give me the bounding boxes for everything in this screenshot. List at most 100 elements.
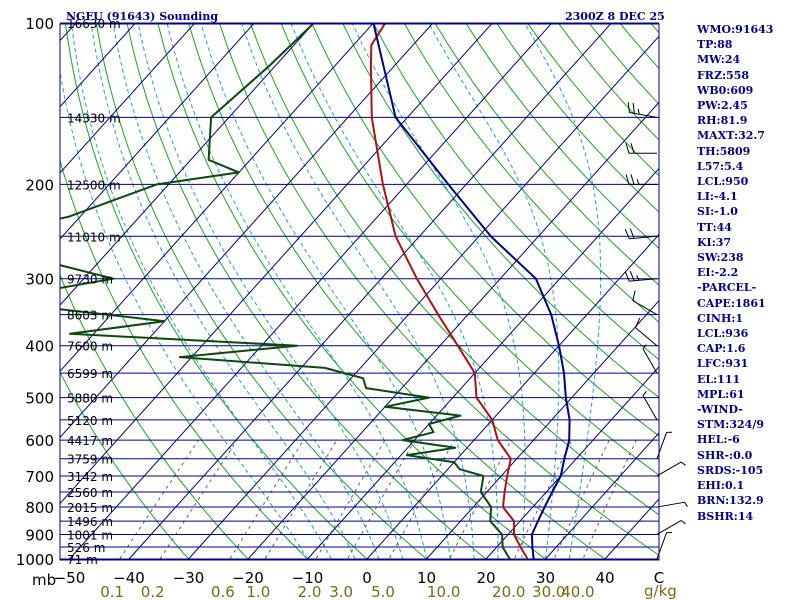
- isotherm: [128, 24, 612, 560]
- wind-barb-staff: [632, 300, 658, 316]
- index-entry: L57:5.4: [697, 159, 744, 173]
- height-labels: 16630 m 14330 m 12500 m 11010 m 9730 m 8603 m…: [67, 17, 121, 567]
- height-label: 526 m: [67, 541, 105, 555]
- chart-title: NGFU (91643) Sounding: [66, 10, 218, 23]
- index-entry: MW:24: [697, 53, 741, 67]
- index-entry: CAP:1.6: [697, 342, 746, 356]
- dry-adiabat: [465, 24, 659, 249]
- index-entry: -PARCEL-: [697, 281, 757, 295]
- wind-barb-flag: [624, 228, 630, 239]
- isotherm: [307, 167, 659, 560]
- parcel-line: [372, 24, 571, 560]
- mixing-ratio-line: [158, 439, 238, 560]
- index-entry: MAXT:32.7: [697, 129, 765, 143]
- temperature-unit-label: C: [654, 569, 664, 587]
- mixing-ratio-tick-label: 0.6: [211, 583, 235, 600]
- wind-barb-staff: [656, 532, 668, 560]
- height-label: 5880 m: [67, 392, 113, 406]
- wind-barb-flag: [629, 270, 635, 281]
- height-label: 11010 m: [67, 230, 121, 244]
- wind-barb-flag: [624, 271, 630, 282]
- wind-barbs: [624, 102, 688, 560]
- index-entry: SRDS:-105: [697, 463, 764, 477]
- index-entry: WMO:91643: [697, 23, 774, 36]
- dry-adiabat: [126, 24, 489, 560]
- wind-barb-staff: [642, 395, 658, 421]
- dry-adiabat: [280, 24, 659, 476]
- height-label: 8603 m: [67, 309, 113, 323]
- pressure-tick-label: 500: [25, 390, 54, 408]
- pressure-tick-label: 600: [25, 432, 54, 450]
- index-entry: FRZ:558: [697, 68, 750, 82]
- index-entry: WB0:609: [697, 83, 754, 97]
- height-label: 2560 m: [67, 486, 113, 500]
- isotherm: [426, 299, 659, 560]
- index-entry: CAPE:1861: [697, 296, 766, 310]
- mixing-ratio-line: [513, 439, 573, 560]
- height-label: 3142 m: [67, 470, 113, 484]
- mixing-ratio-tick-label: 40.0: [561, 583, 594, 600]
- isotherm: [60, 24, 314, 306]
- temperature-line: [369, 24, 529, 560]
- dry-adiabat: [60, 273, 250, 560]
- mixing-ratio-tick-label: 0.1: [100, 583, 124, 600]
- mixing-ratio-tick-label: 10.0: [427, 583, 460, 600]
- wind-barb-staff: [629, 112, 658, 118]
- wind-barb-flag: [625, 174, 630, 185]
- isotherm: [60, 24, 493, 505]
- height-label: 5120 m: [67, 414, 113, 428]
- isotherm: [60, 24, 255, 240]
- isotherm: [69, 24, 552, 560]
- wind-barb-flag: [635, 317, 641, 328]
- index-entry: EHI:0.1: [697, 479, 745, 493]
- index-entry: EL:111: [697, 372, 741, 386]
- temperature-tick-label: −40: [113, 569, 145, 587]
- valid-time: 2300Z 8 DEC 25: [565, 10, 665, 23]
- wind-barb-flag: [632, 102, 635, 114]
- wind-barb-half-flag: [636, 275, 640, 281]
- wind-barb-staff: [656, 520, 682, 535]
- dry-adiabat: [342, 24, 659, 399]
- wind-barb-staff: [656, 461, 682, 477]
- wind-barb-staff: [642, 348, 658, 374]
- mixing-ratio-tick-label: 5.0: [371, 583, 395, 600]
- wind-barb-half-flag: [637, 108, 640, 115]
- plot-frame: [59, 23, 660, 561]
- wind-barb-flag: [625, 143, 630, 154]
- isotherm: [485, 366, 659, 560]
- index-entry: CINH:1: [697, 311, 744, 325]
- height-label: 1001 m: [67, 528, 113, 542]
- moist-adiabat: [166, 24, 427, 560]
- isotherm: [60, 24, 433, 439]
- dry-adiabat: [373, 24, 659, 361]
- index-entry: LCL:936: [697, 327, 749, 341]
- pressure-tick-label: 400: [25, 338, 54, 356]
- isotherm: [60, 24, 374, 372]
- wind-barb-half-flag: [642, 391, 647, 396]
- wind-barb-half-flag: [684, 501, 688, 508]
- height-label: 71 m: [67, 553, 98, 567]
- wind-barb-half-flag: [680, 461, 686, 466]
- temperature-tick-label: 20: [476, 569, 495, 587]
- index-entry: MPL:61: [697, 387, 745, 401]
- wind-barb-flag: [630, 174, 635, 185]
- mixing-ratio-line: [581, 439, 637, 560]
- wind-barb-staff: [656, 501, 685, 508]
- index-entry: TT:44: [697, 220, 732, 234]
- pressure-tick-label: 100: [25, 15, 54, 33]
- mixing-ratio-tick-label: 3.0: [329, 583, 353, 600]
- height-label: 2015 m: [67, 501, 113, 515]
- mixing-ratio-tick-label: 0.2: [141, 583, 165, 600]
- dry-adiabat: [250, 24, 659, 516]
- wind-barb-staff: [635, 327, 658, 347]
- index-entry: -WIND-: [697, 403, 743, 417]
- mixing-ratio-line: [228, 439, 304, 560]
- mixing-ratio-line: [388, 439, 455, 560]
- height-label: 1496 m: [67, 515, 113, 529]
- temperature-tick-label: −10: [292, 569, 324, 587]
- index-entry: TP:88: [697, 38, 733, 52]
- pressure-tick-label: 800: [25, 499, 54, 517]
- wind-barb-half-flag: [636, 179, 640, 185]
- index-entry: EI:-2.2: [697, 266, 739, 280]
